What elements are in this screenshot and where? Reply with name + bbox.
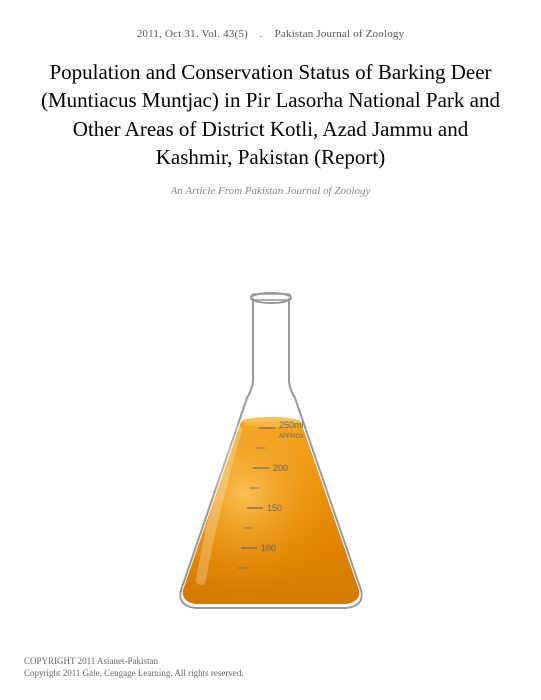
copyright-line-1: COPYRIGHT 2011 Asianet-Pakistan [24,655,244,668]
header-journal: Pakistan Journal of Zoology [275,28,405,40]
flask-liquid-shine [182,422,358,604]
scale-250ml: 250ml [279,420,304,430]
scale-200: 200 [273,463,288,473]
scale-100: 100 [261,543,276,553]
scale-approx: APPROX. [279,434,306,440]
header-separator: . [260,28,263,40]
article-subtitle: An Article From Pakistan Journal of Zool… [0,171,541,197]
copyright-line-2: Copyright 2011 Gale, Cengage Learning. A… [24,667,244,680]
header-date: 2011, Oct 31. [137,28,199,40]
header-meta: 2011, Oct 31. Vol. 43(5) . Pakistan Jour… [0,0,541,40]
flask-illustration: 250ml APPROX. 200 150 100 [141,280,401,620]
flask-neck-highlight [257,306,263,376]
header-volume: Vol. 43(5) [202,28,248,40]
copyright-block: COPYRIGHT 2011 Asianet-Pakistan Copyrigh… [24,655,244,680]
article-title: Population and Conservation Status of Ba… [0,40,541,171]
scale-150: 150 [267,503,282,513]
